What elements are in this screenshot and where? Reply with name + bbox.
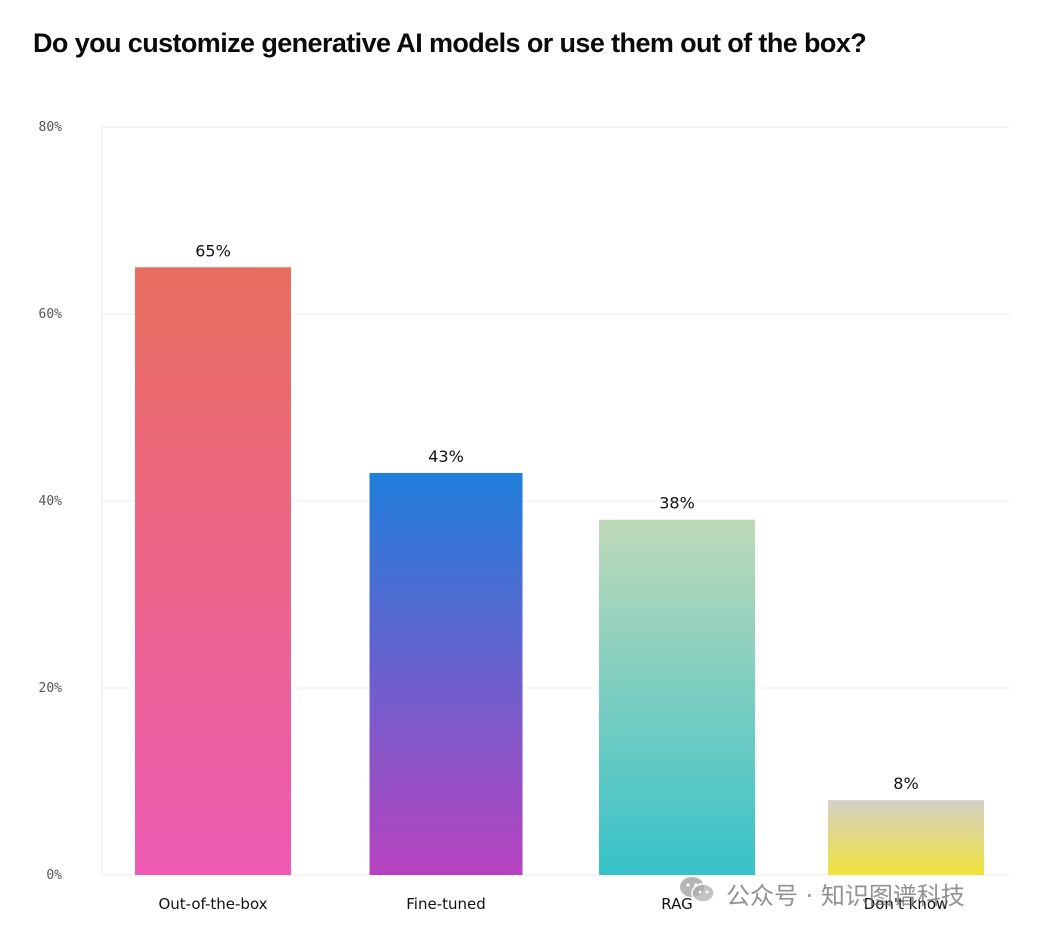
bar <box>828 800 984 875</box>
x-tick-label: Out-of-the-box <box>158 895 267 913</box>
data-label: 38% <box>659 494 695 513</box>
y-tick-label: 20% <box>39 681 63 696</box>
y-tick-label: 40% <box>39 494 63 509</box>
data-label: 65% <box>195 241 231 260</box>
watermark-text: 公众号 · 知识图谱科技 <box>726 881 965 910</box>
data-label: 43% <box>428 447 464 466</box>
x-tick-label: Don't know <box>864 895 949 913</box>
x-tick-label: Fine-tuned <box>406 895 486 913</box>
bar <box>599 519 755 875</box>
watermark: 公众号 · 知识图谱科技 <box>678 874 965 912</box>
chart-title: Do you customize generative AI models or… <box>33 28 867 58</box>
wechat-icon <box>678 874 716 912</box>
x-tick-label: RAG <box>661 895 692 913</box>
y-tick-label: 80% <box>39 120 63 135</box>
y-tick-label: 0% <box>46 868 62 883</box>
labels: 0% 20% 40% 60% 80% 65% Out-of-the-box 43% Fine-t… <box>39 120 949 913</box>
data-label: 8% <box>893 774 918 793</box>
bars <box>135 267 984 875</box>
bar <box>369 472 523 875</box>
bar <box>135 267 291 875</box>
y-tick-label: 60% <box>39 307 63 322</box>
